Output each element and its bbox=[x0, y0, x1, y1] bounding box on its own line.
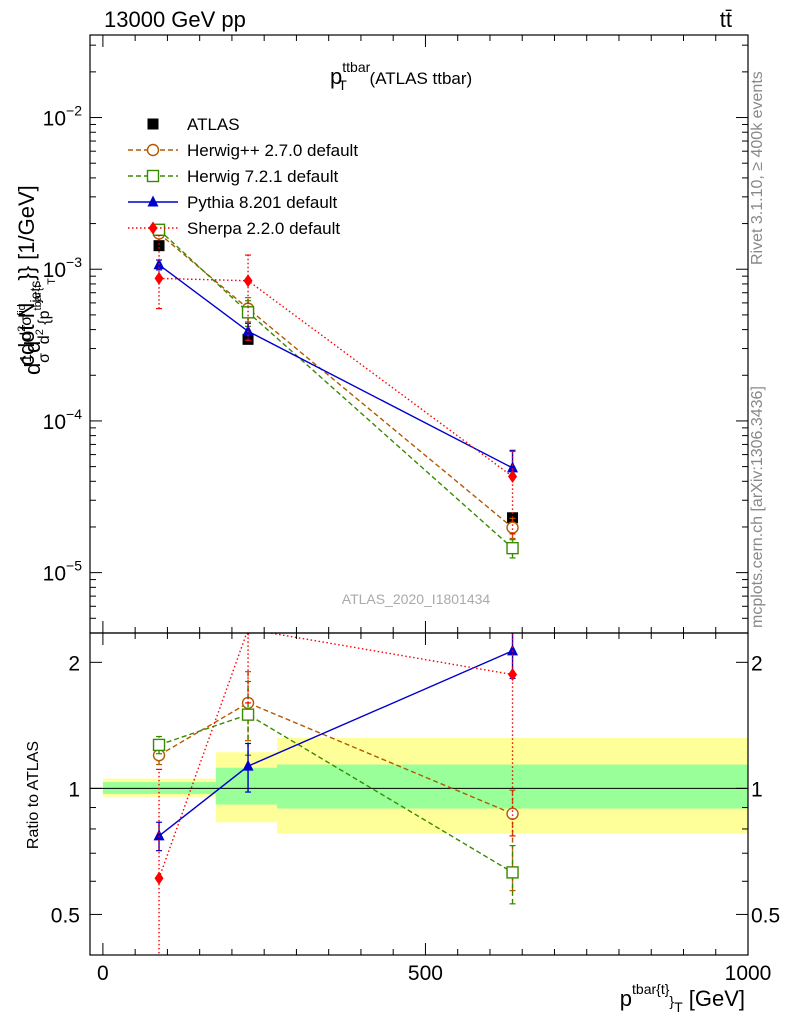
ratio-series-2-point-2 bbox=[507, 644, 519, 656]
ratio-series-3-line bbox=[158, 633, 513, 879]
ratio-ytick-label-right-0: 0.5 bbox=[751, 904, 780, 927]
axes-layer: 10−5 10−4 10−3 10−2 0.5 0.5 1 1 2 2 0 500 1000 bbox=[43, 34, 780, 985]
x-tick-label-1: 500 bbox=[408, 962, 443, 985]
x-axis-label: ptbar{t}}T [GeV] bbox=[620, 981, 745, 1015]
ratio-series-2-point-0 bbox=[153, 829, 165, 841]
ratio-ytick-label-right-2: 2 bbox=[751, 652, 763, 675]
legend-label-4: Sherpa 2.2.0 default bbox=[187, 219, 340, 238]
legend-label-0: ATLAS bbox=[187, 115, 240, 134]
legend-marker-0 bbox=[147, 118, 159, 130]
ratio-ytick-label-2: 2 bbox=[68, 652, 80, 675]
main-series-4 bbox=[154, 234, 518, 535]
legend-marker-2 bbox=[146, 169, 160, 183]
main-series-4-line bbox=[159, 277, 513, 478]
main-ytick-label-1: 10−4 bbox=[43, 406, 83, 434]
main-series-2-point-2 bbox=[506, 541, 519, 555]
ratio-series-0-point-2 bbox=[506, 807, 519, 820]
main-series-layer bbox=[152, 223, 519, 559]
main-series-2 bbox=[152, 223, 519, 559]
ratio-ytick-label-right-1: 1 bbox=[751, 778, 763, 801]
main-series-3-point-2 bbox=[507, 461, 519, 473]
main-ytick-label-3: 10−2 bbox=[43, 103, 83, 131]
legend-label-3: Pythia 8.201 default bbox=[187, 193, 338, 212]
ratio-series-3-point-1 bbox=[246, 633, 250, 636]
main-ytick-label-2: 10−3 bbox=[43, 254, 83, 282]
main-series-3-point-1 bbox=[242, 324, 254, 336]
ratio-ytick-label-0: 0.5 bbox=[51, 904, 80, 927]
legend-marker-4 bbox=[148, 221, 158, 235]
main-series-4-point-0 bbox=[154, 271, 164, 285]
ratio-series-1-point-2 bbox=[506, 866, 519, 879]
main-series-4-point-1 bbox=[243, 274, 253, 288]
legend: ATLAS Herwig++ 2.7.0 default Herwig 7.2.1 … bbox=[128, 115, 358, 238]
plot-title: pttbar T (ATLAS ttbar) bbox=[330, 59, 472, 93]
analysis-watermark: ATLAS_2020_I1801434 bbox=[342, 591, 491, 607]
header-energy: 13000 GeV pp bbox=[104, 7, 246, 32]
ratio-y-axis-label: Ratio to ATLAS bbox=[25, 741, 42, 849]
legend-marker-3 bbox=[147, 195, 159, 207]
main-series-1-point-2 bbox=[506, 521, 519, 534]
ratio-series-1-point-1 bbox=[241, 708, 255, 721]
ratio-series-1-line bbox=[158, 713, 513, 873]
main-y-axis-label: d1σdd2σfidd2 {ptbar{tTcdot Njets}} [1/Ge… bbox=[14, 185, 58, 375]
ratio-series-2-point-1 bbox=[242, 759, 254, 771]
legend-marker-1 bbox=[146, 143, 160, 157]
main-series-0 bbox=[153, 240, 519, 524]
ratio-uncertainty-bands bbox=[90, 737, 748, 834]
ratio-series-1-point-0 bbox=[152, 738, 166, 752]
ratio-frame bbox=[89, 632, 749, 956]
side-label-rivet: Rivet 3.1.10, ≥ 400k events bbox=[749, 71, 766, 265]
ratio-ytick-label-1: 1 bbox=[68, 778, 80, 801]
ratio-series-3-point-2 bbox=[508, 668, 518, 682]
main-series-0-point-0 bbox=[153, 240, 165, 252]
main-series-4-point-2 bbox=[508, 470, 518, 484]
side-label-mcplots: mcplots.cern.ch [arXiv:1306.3436] bbox=[749, 386, 766, 628]
main-ytick-label-0: 10−5 bbox=[43, 558, 83, 586]
main-series-3 bbox=[153, 258, 519, 476]
ratio-series-layer bbox=[152, 633, 519, 955]
legend-label-1: Herwig++ 2.7.0 default bbox=[187, 141, 358, 160]
band-inner-1 bbox=[215, 767, 278, 805]
x-tick-label-2: 1000 bbox=[725, 962, 772, 985]
ratio-series-0-line bbox=[158, 702, 513, 815]
header-process: tt̄ bbox=[720, 7, 732, 32]
x-tick-label-0: 0 bbox=[97, 962, 109, 985]
ratio-series-3 bbox=[154, 633, 518, 955]
main-series-1-line bbox=[158, 232, 513, 529]
ratio-series-3-point-0 bbox=[154, 871, 164, 885]
legend-label-2: Herwig 7.2.1 default bbox=[187, 167, 338, 186]
